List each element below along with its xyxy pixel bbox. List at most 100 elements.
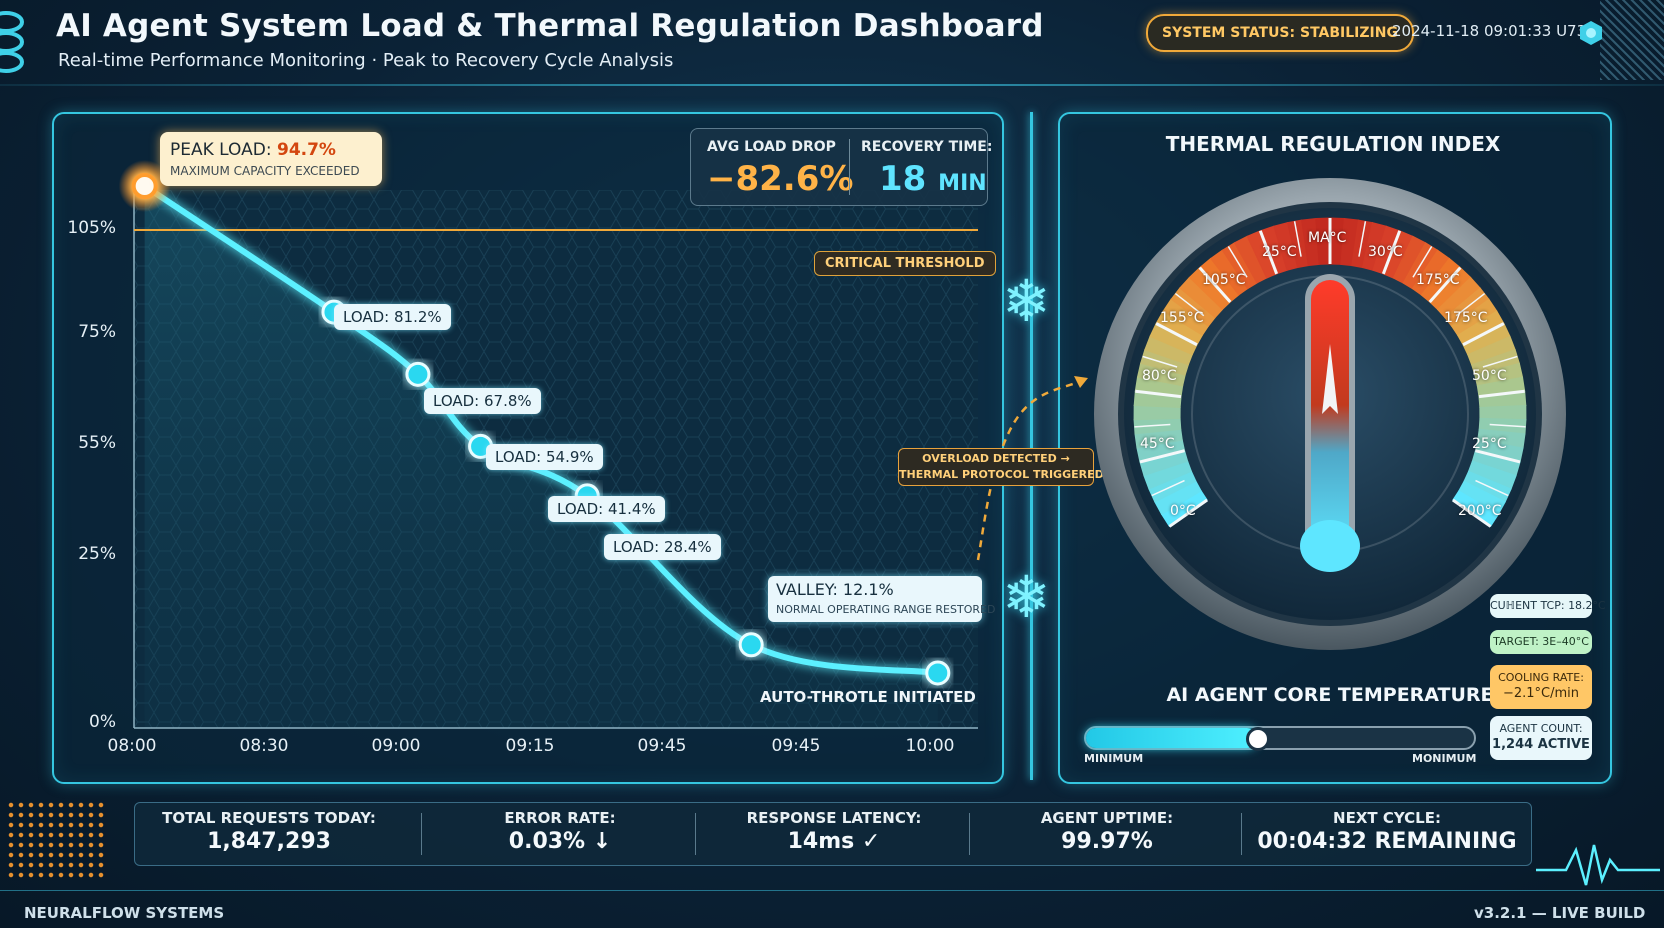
x-tick-label: 10:00 <box>905 736 955 756</box>
stat-error-rate: ERROR RATE: 0.03% ↓ <box>425 809 695 854</box>
recovery-time-unit: MIN <box>938 171 987 196</box>
avg-load-drop-value: −82.6% <box>707 159 854 199</box>
auto-throttle-label: AUTO-THROTLE INITIATED <box>760 688 976 706</box>
stat-value: 00:04:32 REMAINING <box>1257 829 1517 854</box>
stat-divider <box>969 813 970 855</box>
valley-subtitle: NORMAL OPERATING RANGE RESTORED <box>776 603 996 616</box>
target-temp-pill: TARGET: 3E–40°C <box>1490 630 1592 654</box>
load-data-label: LOAD: 67.8% <box>424 388 541 414</box>
y-tick-label: 105% <box>67 218 116 238</box>
gauge-tick-label: 175°C <box>1444 310 1488 326</box>
kpi-summary-box: AVG LOAD DROP −82.6% RECOVERY TIME: 18 M… <box>690 128 992 206</box>
core-temperature-title: AI AGENT CORE TEMPERATURE <box>1166 684 1494 706</box>
stat-label: AGENT UPTIME: <box>1040 809 1174 827</box>
current-temp-pill: CUℍENT TCP: 18.2°C <box>1490 594 1606 618</box>
load-data-label: LOAD: 28.4% <box>604 534 721 560</box>
cooling-rate-label: COOLING RATE: <box>1498 671 1584 684</box>
stat-value: 99.97% <box>1061 829 1153 854</box>
y-tick-label: 55% <box>78 433 116 453</box>
panel-divider <box>1030 112 1033 780</box>
agent-count-pill: AGENT COUNT: 1,244 ACTIVE <box>1490 716 1592 760</box>
thermal-gauge <box>1094 178 1566 650</box>
valley-callout: VALLEY: 12.1% NORMAL OPERATING RANGE RES… <box>768 576 995 622</box>
agent-count-label: AGENT COUNT: <box>1499 722 1583 735</box>
recovery-time-value: 18 <box>879 159 927 199</box>
slider-fill <box>1086 728 1257 748</box>
stat-label: TOTAL REQUESTS TODAY: <box>162 809 376 827</box>
x-tick-label: 08:30 <box>239 736 289 756</box>
recovery-time-label: RECOVERY TIME: <box>861 139 993 155</box>
logo-rings-icon <box>0 11 24 73</box>
heartbeat-icon <box>1536 844 1660 886</box>
gauge-tick-label: 25°C <box>1262 244 1297 260</box>
load-data-label: LOAD: 81.2% <box>334 304 451 330</box>
gauge-tick-label: 175°C <box>1416 272 1460 288</box>
overload-line-1: OVERLOAD DETECTED → <box>922 452 1070 465</box>
load-data-label: LOAD: 41.4% <box>548 496 665 522</box>
x-tick-label: 09:45 <box>771 736 821 756</box>
y-tick-label: 0% <box>89 712 116 732</box>
x-tick-label: 09:00 <box>371 736 421 756</box>
kpi-divider <box>849 139 850 195</box>
temperature-slider[interactable] <box>1084 726 1476 751</box>
gauge-tick-label: 50°C <box>1472 368 1507 384</box>
slider-handle[interactable] <box>1245 727 1270 751</box>
snowflake-icon: ❄ <box>1002 267 1051 335</box>
thermal-title: THERMAL REGULATION INDEX <box>1165 132 1501 156</box>
stat-divider <box>421 813 422 855</box>
load-data-label: LOAD: 54.9% <box>486 444 603 470</box>
page-title: AI Agent System Load & Thermal Regulatio… <box>56 8 1044 44</box>
peak-label: PEAK LOAD: <box>170 140 272 160</box>
cooling-rate-value: −2.1°C/min <box>1502 686 1580 701</box>
gauge-tick-label: MA°C <box>1308 230 1347 246</box>
stat-divider <box>695 813 696 855</box>
critical-threshold-badge: CRITICAL THRESHOLD <box>814 251 996 276</box>
y-tick-label: 25% <box>78 544 116 564</box>
gauge-tick-label: 0°C <box>1170 503 1196 519</box>
gauge-tick-label: 105°C <box>1202 272 1246 288</box>
hexagon-settings-icon[interactable] <box>1578 20 1604 46</box>
gauge-tick-label: 155°C <box>1160 310 1204 326</box>
x-tick-label: 09:15 <box>505 736 555 756</box>
gauge-tick-label: 200°C <box>1458 503 1502 519</box>
overload-line-2: THERMAL PROTOCOL TRIGGERED <box>899 468 1104 481</box>
stats-bar: TOTAL REQUESTS TODAY: 1,847,293 ERROR RA… <box>134 802 1532 866</box>
footer-divider <box>0 890 1664 891</box>
stat-response-latency: RESPONSE LATENCY: 14ms ✓ <box>697 809 971 854</box>
dot-grid-decoration <box>6 800 106 880</box>
x-tick-label: 09:45 <box>637 736 687 756</box>
avg-load-drop-label: AVG LOAD DROP <box>707 139 836 155</box>
stat-value: 0.03% ↓ <box>508 829 612 854</box>
cooling-rate-pill: COOLING RATE: −2.1°C/min <box>1490 665 1592 709</box>
header-divider <box>0 84 1664 86</box>
system-status-badge: SYSTEM STATUS: STABILIZING <box>1146 14 1414 52</box>
timestamp: 2024-11-18 09:01:33 U73 <box>1392 22 1587 40</box>
stat-value: 14ms ✓ <box>787 829 881 854</box>
stat-divider <box>1241 813 1242 855</box>
stat-agent-uptime: AGENT UPTIME: 99.97% <box>971 809 1243 854</box>
slider-min-label: MINIMUM <box>1084 752 1144 765</box>
gauge-tick-label: 30°C <box>1368 244 1403 260</box>
y-tick-label: 75% <box>78 322 116 342</box>
overload-callout: OVERLOAD DETECTED → THERMAL PROTOCOL TRI… <box>898 448 1104 486</box>
footer-brand: NEURALFLOW SYSTEMS <box>24 904 225 922</box>
gauge-tick-label: 25°C <box>1472 436 1507 452</box>
stat-label: RESPONSE LATENCY: <box>746 809 922 827</box>
footer-version: v3.2.1 — LIVE BUILD <box>1474 904 1646 922</box>
stat-label: NEXT CYCLE: <box>1333 809 1441 827</box>
x-tick-label: 08:00 <box>107 736 157 756</box>
stat-value: 1,847,293 <box>207 829 331 854</box>
peak-value: 94.7% <box>276 140 336 160</box>
snowflake-icon: ❄ <box>1002 563 1051 631</box>
agent-count-value: 1,244 ACTIVE <box>1492 737 1590 752</box>
peak-subtitle: MAXIMUM CAPACITY EXCEEDED <box>170 164 360 178</box>
gauge-tick-label: 45°C <box>1140 436 1175 452</box>
gauge-tick-label: 80°C <box>1142 368 1177 384</box>
stat-next-cycle: NEXT CYCLE: 00:04:32 REMAINING <box>1243 809 1531 854</box>
stat-label: ERROR RATE: <box>504 809 616 827</box>
page-subtitle: Real-time Performance Monitoring · Peak … <box>58 50 674 71</box>
stat-total-requests: TOTAL REQUESTS TODAY: 1,847,293 <box>135 809 403 854</box>
slider-max-label: MONIMUM <box>1412 752 1477 765</box>
corner-pattern <box>1600 0 1664 80</box>
valley-title: VALLEY: 12.1% <box>776 580 894 599</box>
